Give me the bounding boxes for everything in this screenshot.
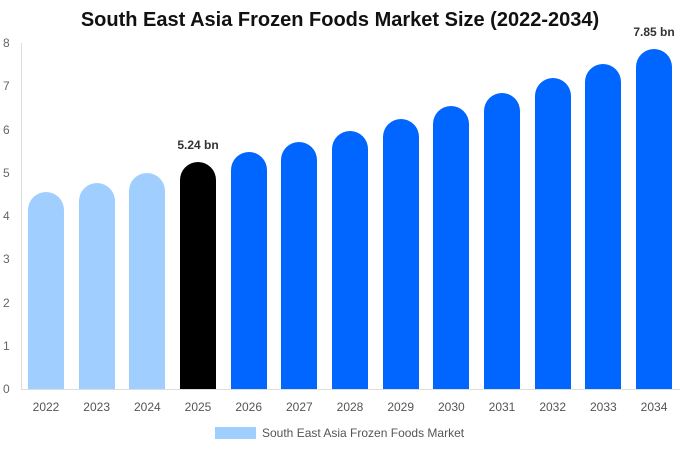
- x-tick-label: 2026: [235, 400, 263, 414]
- y-axis-line: [21, 43, 22, 389]
- legend-swatch: [215, 427, 256, 439]
- y-tick-label: 7: [3, 79, 10, 94]
- chart-title: South East Asia Frozen Foods Market Size…: [80, 9, 600, 31]
- y-tick-label: 8: [3, 36, 10, 50]
- x-tick-label: 2024: [133, 400, 161, 414]
- x-tick-label: 2031: [488, 400, 516, 414]
- bar-2026[interactable]: [230, 152, 267, 389]
- bar-2024[interactable]: [129, 173, 166, 389]
- x-tick-label: 2029: [387, 400, 415, 414]
- bar-2022[interactable]: [28, 192, 64, 389]
- y-tick-label: 6: [3, 122, 10, 137]
- bar-2025[interactable]: [180, 162, 216, 389]
- value-label-2025: 5.24 bn: [177, 138, 219, 153]
- bar-2029[interactable]: [382, 119, 419, 389]
- x-tick-label: 2032: [539, 400, 567, 414]
- bar-2034[interactable]: [636, 49, 673, 389]
- x-tick-label: 2028: [336, 400, 364, 414]
- x-tick-label: 2023: [83, 400, 110, 414]
- bar-2023[interactable]: [78, 182, 115, 389]
- x-tick-label: 2022: [32, 400, 60, 414]
- y-tick-label: 0: [3, 382, 10, 396]
- x-tick-label: 2033: [590, 400, 617, 414]
- x-axis-line: [21, 389, 680, 390]
- bar-2032[interactable]: [534, 78, 571, 389]
- y-tick-label: 2: [3, 295, 10, 310]
- bar-2028[interactable]: [332, 131, 369, 389]
- bar-2030[interactable]: [433, 106, 470, 389]
- legend-label: South East Asia Frozen Foods Market: [262, 426, 465, 440]
- legend: South East Asia Frozen Foods Market: [215, 426, 464, 440]
- bar-2031[interactable]: [484, 93, 521, 389]
- y-tick-label: 4: [3, 209, 10, 223]
- y-tick-label: 3: [3, 252, 10, 267]
- x-tick-label: 2030: [438, 400, 465, 414]
- bar-2033[interactable]: [585, 64, 622, 389]
- y-tick-label: 1: [3, 338, 10, 353]
- y-tick-label: 5: [3, 165, 10, 180]
- x-tick-label: 2027: [285, 400, 313, 414]
- x-tick-label: 2034: [640, 400, 668, 414]
- bar-2027[interactable]: [281, 142, 318, 389]
- value-label-2034: 7.85 bn: [633, 25, 675, 40]
- x-tick-label: 2025: [184, 400, 212, 414]
